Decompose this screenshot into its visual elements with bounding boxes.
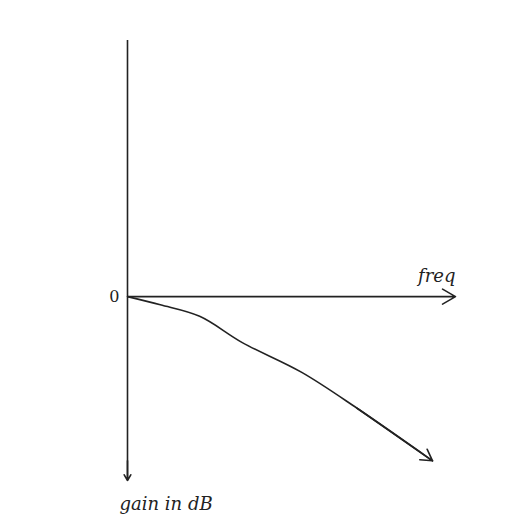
- svg-text:0: 0: [109, 287, 119, 306]
- svg-text:freq: freq: [416, 265, 455, 286]
- svg-text:gain in dB: gain in dB: [120, 493, 213, 514]
